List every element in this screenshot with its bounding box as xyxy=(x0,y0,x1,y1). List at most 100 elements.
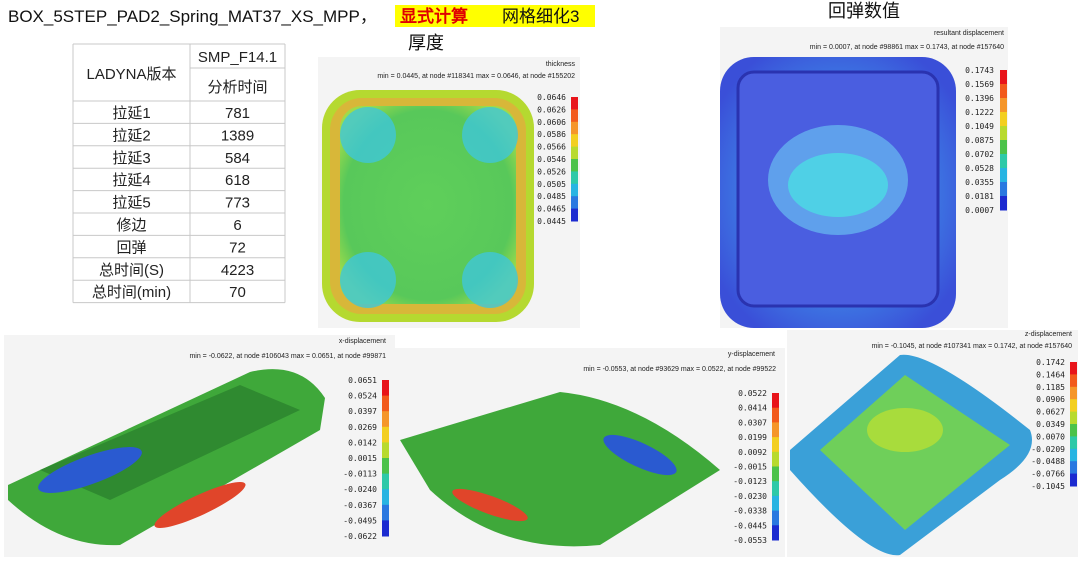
colorbar-label: 0.0528 xyxy=(965,164,994,173)
colorbar-band xyxy=(1070,424,1077,437)
highlight-box xyxy=(395,5,595,27)
table-cell: 6 xyxy=(233,217,241,234)
colorbar-band xyxy=(1070,386,1077,400)
colorbar-band xyxy=(1070,399,1077,413)
panel-stats: min = -0.0553, at node #93629 max = 0.05… xyxy=(583,366,776,373)
colorbar-band xyxy=(571,183,578,197)
colorbar-band xyxy=(1000,168,1007,183)
panel-name: x-displacement xyxy=(339,338,386,345)
colorbar-band xyxy=(1000,70,1007,85)
part xyxy=(462,252,518,308)
colorbar-band xyxy=(772,525,779,541)
colorbar-label: 0.0181 xyxy=(965,192,994,201)
colorbar-label: -0.0488 xyxy=(1031,457,1065,466)
colorbar-label: 0.0199 xyxy=(738,433,767,442)
title: BOX_5STEP_PAD2_Spring_MAT37_XS_MPP， xyxy=(8,7,377,26)
colorbar-band xyxy=(772,393,779,409)
table-cell: 781 xyxy=(225,105,250,122)
colorbar-label: 0.1222 xyxy=(965,108,994,117)
panel-stats: min = -0.1045, at node #107341 max = 0.1… xyxy=(872,343,1073,350)
colorbar-label: -0.0553 xyxy=(733,536,767,545)
colorbar-band xyxy=(1000,98,1007,113)
colorbar-band xyxy=(772,407,779,423)
colorbar-band xyxy=(571,121,578,135)
colorbar-band xyxy=(571,196,578,210)
colorbar-label: 0.0485 xyxy=(537,192,566,201)
colorbar-label: 0.0414 xyxy=(738,404,767,413)
panel-name: resultant displacement xyxy=(934,30,1004,37)
table-cell: 拉延5 xyxy=(112,195,150,212)
part xyxy=(154,482,246,528)
table-cell: 618 xyxy=(225,172,250,189)
colorbar-band xyxy=(382,458,389,475)
colorbar-label: 0.0586 xyxy=(537,130,566,139)
colorbar-label: -0.0123 xyxy=(733,477,767,486)
colorbar-band xyxy=(1000,112,1007,127)
colorbar-band xyxy=(382,473,389,490)
colorbar-label: 0.0906 xyxy=(1036,395,1065,404)
part xyxy=(820,375,1010,530)
table-cell: 584 xyxy=(225,150,250,167)
table-cell: 1389 xyxy=(221,127,254,144)
colorbar-label: -0.0230 xyxy=(733,492,767,501)
colorbar-band xyxy=(1070,473,1077,487)
colorbar-band xyxy=(1000,182,1007,197)
colorbar-band xyxy=(772,466,779,482)
colorbar-band xyxy=(1000,126,1007,141)
colorbar-label: 0.0566 xyxy=(537,143,566,152)
highlight-red: 显式计算 xyxy=(400,6,468,26)
colorbar-label: -0.1045 xyxy=(1031,482,1065,491)
part xyxy=(340,107,396,163)
colorbar-label: -0.0495 xyxy=(343,516,377,525)
colorbar-label: 0.0546 xyxy=(537,155,566,164)
table-cell: 总时间(min) xyxy=(92,284,171,301)
colorbar-label: 0.0522 xyxy=(738,389,767,398)
part xyxy=(340,252,396,308)
colorbar-label: -0.0445 xyxy=(733,521,767,530)
colorbar-band xyxy=(382,504,389,521)
colorbar-label: -0.0338 xyxy=(733,507,767,516)
colorbar-label: 0.0646 xyxy=(537,93,566,102)
colorbar-label: 0.1396 xyxy=(965,94,994,103)
table-cell: 773 xyxy=(225,195,250,212)
colorbar-label: 0.1049 xyxy=(965,122,994,131)
colorbar-band xyxy=(571,97,578,110)
table-header: LADYNA版本 xyxy=(86,66,176,83)
colorbar-band xyxy=(1000,196,1007,211)
colorbar-band xyxy=(382,442,389,459)
table-cell: 4223 xyxy=(221,262,254,279)
colorbar-label: 0.1185 xyxy=(1036,383,1065,392)
colorbar-band xyxy=(772,437,779,453)
colorbar-band xyxy=(772,481,779,497)
colorbar-band xyxy=(571,109,578,123)
highlight-black: 网格细化3 xyxy=(502,7,579,26)
part xyxy=(867,408,943,452)
caption: 厚度 xyxy=(408,33,444,53)
colorbar-band xyxy=(1000,140,1007,155)
colorbar-band xyxy=(382,520,389,537)
colorbar-label: 0.0505 xyxy=(537,180,566,189)
panel-name: y-displacement xyxy=(728,351,775,358)
table-cell: 70 xyxy=(229,284,246,301)
table-header: SMP_F14.1 xyxy=(198,49,277,66)
part xyxy=(38,447,142,493)
colorbar-label: 0.0015 xyxy=(348,454,377,463)
colorbar-band xyxy=(1070,461,1077,475)
table-cell: 拉延2 xyxy=(112,127,150,144)
colorbar-label: -0.0766 xyxy=(1031,470,1065,479)
colorbar-band xyxy=(1070,411,1077,425)
colorbar-label: 0.0349 xyxy=(1036,420,1065,429)
colorbar-label: 0.1742 xyxy=(1036,358,1065,367)
colorbar-label: 0.0092 xyxy=(738,448,767,457)
table-header: 分析时间 xyxy=(207,79,267,96)
panel-name: thickness xyxy=(546,61,576,68)
colorbar-label: 0.0875 xyxy=(965,136,994,145)
colorbar-band xyxy=(772,510,779,526)
colorbar-band xyxy=(382,411,389,428)
panel-stats: min = 0.0007, at node #98861 max = 0.174… xyxy=(810,44,1004,51)
colorbar-label: 0.1464 xyxy=(1036,370,1065,379)
part xyxy=(452,488,528,522)
colorbar-label: -0.0209 xyxy=(1031,445,1065,454)
colorbar-label: -0.0622 xyxy=(343,532,377,541)
